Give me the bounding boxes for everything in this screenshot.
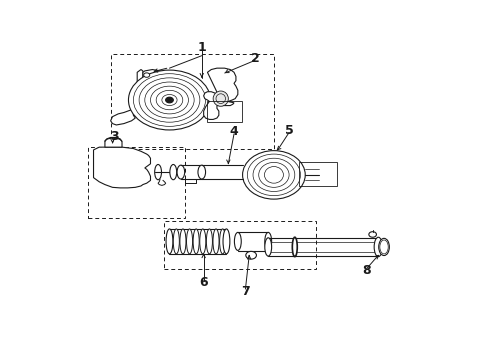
Text: 1: 1: [197, 41, 206, 54]
Ellipse shape: [243, 150, 305, 199]
Polygon shape: [105, 138, 122, 147]
Ellipse shape: [293, 237, 297, 257]
Ellipse shape: [213, 91, 228, 106]
Ellipse shape: [206, 229, 213, 254]
Ellipse shape: [193, 229, 199, 254]
Circle shape: [369, 232, 376, 237]
Ellipse shape: [166, 229, 173, 254]
Circle shape: [246, 251, 256, 259]
Polygon shape: [94, 147, 150, 188]
Circle shape: [166, 97, 173, 103]
Text: 7: 7: [241, 285, 250, 298]
Text: 3: 3: [110, 130, 119, 143]
Ellipse shape: [155, 165, 162, 180]
Ellipse shape: [173, 229, 179, 254]
Text: 6: 6: [199, 276, 208, 289]
Text: 2: 2: [250, 52, 259, 65]
Text: 5: 5: [285, 124, 294, 137]
Ellipse shape: [265, 238, 271, 256]
Ellipse shape: [170, 165, 177, 180]
Circle shape: [144, 73, 150, 77]
Ellipse shape: [223, 229, 230, 254]
Ellipse shape: [187, 229, 193, 254]
Circle shape: [128, 70, 211, 130]
Polygon shape: [143, 69, 185, 113]
Ellipse shape: [265, 233, 271, 251]
Ellipse shape: [198, 165, 206, 179]
Ellipse shape: [180, 229, 186, 254]
Ellipse shape: [200, 229, 206, 254]
Ellipse shape: [379, 238, 390, 256]
Polygon shape: [204, 68, 238, 120]
Text: 4: 4: [230, 125, 239, 138]
Polygon shape: [111, 69, 150, 125]
Ellipse shape: [234, 233, 241, 251]
Ellipse shape: [220, 229, 226, 254]
Ellipse shape: [374, 237, 383, 257]
Ellipse shape: [177, 165, 185, 179]
Ellipse shape: [213, 229, 219, 254]
Text: 8: 8: [363, 264, 371, 277]
